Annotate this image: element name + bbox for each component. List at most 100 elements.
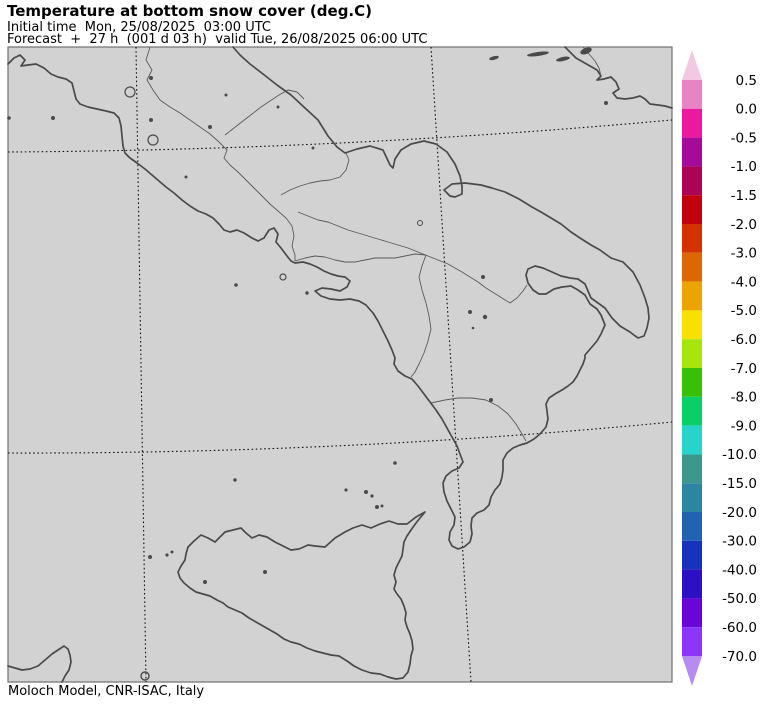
coastline-tunisia (7, 645, 72, 683)
island-egadi (165, 553, 169, 557)
forecast-valid-line: Forecast + 27 h (001 d 03 h) valid Tue, … (7, 32, 428, 47)
colorbar-tick-label: -9.0 (731, 418, 757, 434)
colorbar-segment (682, 310, 702, 340)
lake-dot (184, 175, 188, 179)
region-border (410, 254, 432, 378)
lake-bolsena (124, 86, 136, 98)
colorbar-tick-label: -10.0 (722, 447, 757, 463)
small-islands (7, 47, 608, 584)
colorbar-tick-label: -4.0 (731, 274, 757, 290)
coastline-sicily (177, 511, 426, 680)
island-tremiti (489, 55, 499, 61)
colorbar-segment (682, 137, 702, 167)
colorbar-tick-label: -0.5 (731, 130, 757, 146)
island-dalmatian (556, 56, 570, 62)
islet (51, 116, 55, 120)
island-ustica (233, 478, 237, 482)
island-capri (305, 291, 309, 295)
colorbar-segment (682, 368, 702, 397)
island-egadi (148, 555, 152, 559)
island-aeolian (370, 494, 374, 498)
island-stromboli (393, 461, 397, 465)
colorbar-segment (682, 598, 702, 628)
region-border (280, 152, 350, 196)
colorbar-tick-label: -1.0 (731, 159, 757, 175)
colorbar-segment (682, 483, 702, 512)
parallel-line (7, 421, 673, 454)
region-border (430, 397, 527, 442)
colorbar-segment (682, 252, 702, 282)
island-aeolian (364, 490, 368, 494)
island-dalmatian (580, 47, 592, 55)
lake-dot (263, 570, 267, 574)
lake-dot (468, 310, 472, 314)
colorbar-segment (682, 627, 702, 656)
lake-dot (311, 146, 315, 150)
colorbar-tick-label: -3.0 (731, 246, 757, 262)
lake-dot (149, 118, 153, 122)
map-panel (7, 46, 673, 683)
page-title: Temperature at bottom snow cover (deg.C) (7, 2, 372, 20)
colorbar-tick-label: 0.0 (736, 102, 757, 118)
island-ponza (234, 283, 238, 287)
lake-dot (471, 326, 475, 330)
island-pantelleria (140, 671, 150, 681)
colorbar-segment (682, 569, 702, 599)
lake-bracciano (147, 134, 159, 146)
coastlines (7, 46, 673, 683)
colorbar-tick-label: -2.0 (731, 217, 757, 233)
island-ischia (279, 273, 287, 281)
colorbar-segment (682, 166, 702, 196)
lake-dot (481, 275, 485, 279)
lake-dot (224, 93, 228, 97)
colorbar-tick-label: -6.0 (731, 332, 757, 348)
lake-small (417, 220, 423, 226)
lake-dot (482, 314, 488, 320)
colorbar-segment (682, 396, 702, 426)
lake-dot (489, 398, 493, 402)
region-border (297, 211, 528, 304)
initial-time-line: Initial time Mon, 25/08/2025 03:00 UTC (7, 20, 271, 35)
colorbar-tick-label: -50.0 (722, 591, 757, 607)
coastline-croatia (564, 46, 673, 109)
region-border (145, 46, 296, 261)
island-dalmatian (527, 51, 549, 57)
colorbar-tick-label: -5.0 (731, 303, 757, 319)
colorbar-under-arrow (682, 656, 702, 686)
model-credit: Moloch Model, CNR-ISAC, Italy (8, 684, 205, 699)
colorbar-tick-label: -1.5 (731, 188, 757, 204)
island-egadi (170, 550, 174, 554)
islet (7, 116, 11, 120)
colorbar-tick-label: -70.0 (722, 649, 757, 665)
colorbar-tick-label: 0.5 (736, 73, 757, 89)
colorbar-segment (682, 339, 702, 368)
colorbar-segment (682, 281, 702, 311)
colorbar-segment (682, 224, 702, 253)
lake-dot (276, 105, 280, 109)
island-aeolian (375, 505, 379, 509)
islet (604, 101, 608, 105)
colorbar: 0.5 0.0 -0.5 -1.0 -1.5 -2.0 -3.0 -4.0 -5.0 -6.0 -7… (682, 50, 757, 686)
colorbar-tick-label: -30.0 (722, 534, 757, 550)
map-field-background (7, 46, 673, 683)
parallel-line (7, 119, 673, 153)
coastline-italian-peninsula (7, 46, 650, 550)
graticule-grid (7, 46, 673, 683)
island-aeolian (344, 488, 348, 492)
colorbar-tick-label: -20.0 (722, 505, 757, 521)
lake-dot (208, 125, 212, 129)
colorbar-tick-label: -15.0 (722, 476, 757, 492)
colorbar-segment (682, 540, 702, 570)
colorbar-segment (682, 80, 702, 109)
meridian-line (430, 46, 472, 683)
colorbar-segment (682, 195, 702, 224)
island-aeolian (380, 504, 384, 508)
colorbar-segment (682, 512, 702, 541)
lake-dot (149, 76, 153, 80)
lake-dot (203, 580, 207, 584)
region-border (294, 253, 427, 263)
colorbar-over-arrow (682, 50, 702, 80)
colorbar-tick-label: -7.0 (731, 361, 757, 377)
colorbar-tick-label: -8.0 (731, 390, 757, 406)
